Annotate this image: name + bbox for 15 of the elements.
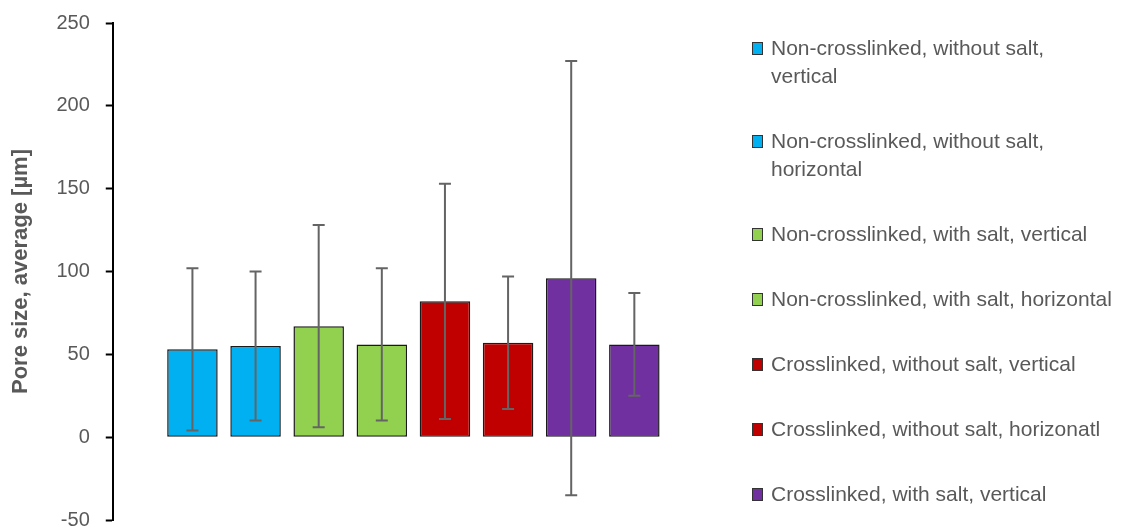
legend-label: Crosslinked, without salt, horizonatl: [771, 416, 1101, 442]
legend-label: Non-crosslinked, with salt, horizontal: [771, 286, 1112, 312]
y-tick-label: -50: [60, 507, 90, 530]
y-tick-label: 200: [56, 93, 90, 116]
legend-label: Non-crosslinked, without salt, vertical: [771, 35, 1046, 89]
y-tick-label: 150: [56, 176, 90, 199]
legend-label: Non-crosslinked, with salt, vertical: [771, 221, 1088, 247]
y-tick-label: 100: [56, 259, 90, 282]
y-axis-title: Pore size, average [µm]: [7, 148, 33, 395]
y-tick-label: 0: [78, 424, 90, 447]
legend-label: Non-crosslinked, without salt, horizontal: [771, 128, 1046, 182]
y-tick-label: 50: [67, 341, 90, 364]
y-tick-label: 250: [56, 10, 90, 33]
legend-label: Crosslinked, with salt, vertical: [771, 481, 1047, 507]
legend-label: Crosslinked, without salt, vertical: [771, 351, 1076, 377]
